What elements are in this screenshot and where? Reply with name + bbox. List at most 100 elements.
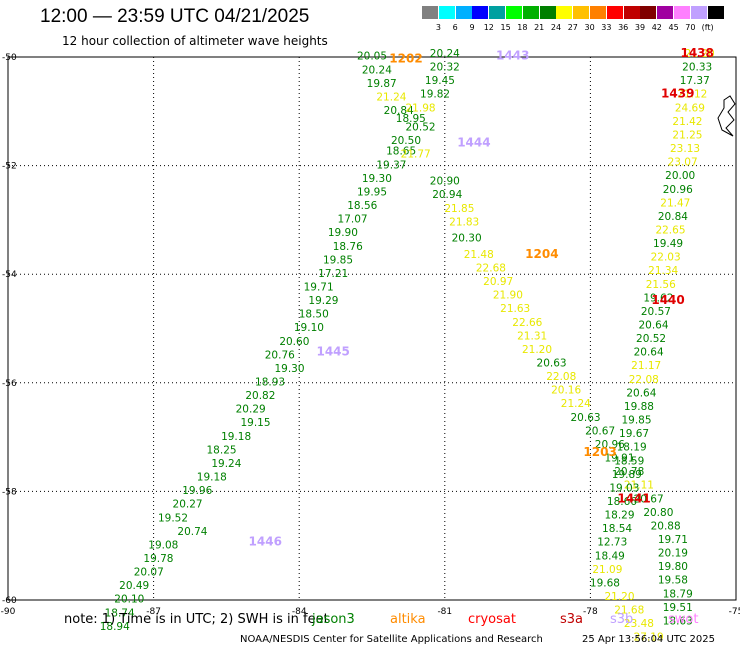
swh-value-label: 20.27 <box>173 499 203 511</box>
swh-value-label: 19.95 <box>357 186 387 198</box>
swh-value-label: 19.90 <box>328 227 358 239</box>
swh-value-label: 21.12 <box>677 89 707 101</box>
colorbar-swatch <box>506 6 522 19</box>
y-tick-label: -50 <box>2 53 17 63</box>
swh-value-label: 19.30 <box>274 363 304 375</box>
x-tick-label: -75 <box>729 607 740 617</box>
swh-value-label: 22.65 <box>655 224 685 236</box>
colorbar-label: 45 <box>668 23 679 32</box>
pass-time-label: 1202 <box>389 51 422 65</box>
colorbar-label: 24 <box>550 23 562 32</box>
swh-value-label: 20.97 <box>483 276 513 288</box>
swh-value-label: 20.64 <box>626 387 656 399</box>
swh-value-label: 18.25 <box>207 444 237 456</box>
plot-frame <box>7 56 737 601</box>
swh-value-label: 21.11 <box>624 480 654 492</box>
swh-value-label: 21.77 <box>401 148 431 160</box>
x-tick-label: -84 <box>292 607 307 617</box>
swh-value-label: 20.24 <box>430 48 460 60</box>
x-tick-label: -78 <box>583 607 598 617</box>
legend-s3b: s3b <box>610 612 634 627</box>
coastline-icon <box>717 95 736 137</box>
swh-value-label: 21.83 <box>449 216 479 228</box>
swh-value-label: 20.76 <box>265 349 295 361</box>
swh-value-label: 21.09 <box>592 564 622 576</box>
pass-time-label: 1446 <box>249 535 282 549</box>
swh-value-label: 20.49 <box>119 580 149 592</box>
colorbar-swatch <box>690 6 707 19</box>
colorbar-swatch <box>455 6 472 19</box>
swh-value-label: 20.32 <box>430 62 460 74</box>
pass-time-label: 1204 <box>525 247 558 261</box>
swh-value-label: 12.73 <box>597 537 627 549</box>
swh-value-label: 20.07 <box>134 567 164 579</box>
swh-value-label: 20.16 <box>551 385 581 397</box>
swh-value-label: 21.56 <box>646 279 676 291</box>
swh-value-label: 20.33 <box>682 62 712 74</box>
swh-value-label: 21.20 <box>522 344 552 356</box>
swh-value-label: 19.30 <box>362 173 392 185</box>
legend-s3a: s3a <box>560 612 584 627</box>
swh-value-label: 20.78 <box>614 466 644 478</box>
swh-value-label: 20.63 <box>537 358 567 370</box>
colorbar-swatch <box>707 6 724 19</box>
swh-value-label: 19.37 <box>376 159 406 171</box>
colorbar-swatch <box>489 6 506 19</box>
swh-value-label: 17.37 <box>680 75 710 87</box>
swh-value-label: 21.98 <box>406 102 436 114</box>
swh-value-label: 18.66 <box>607 496 637 508</box>
swh-value-label: 19.24 <box>211 458 241 470</box>
y-tick-label: -58 <box>2 487 17 497</box>
x-tick-label: -87 <box>146 607 161 617</box>
swh-value-label: 19.45 <box>425 75 455 87</box>
chart-title: 12:00 — 23:59 UTC 04/21/2025 <box>40 6 310 27</box>
swh-value-label: 20.80 <box>643 507 673 519</box>
colorbar-label: 70 <box>685 23 696 32</box>
y-tick-label: -54 <box>2 270 17 280</box>
pass-time-label: 1441 <box>617 491 650 505</box>
swh-value-label: 20.96 <box>663 184 693 196</box>
swh-value-label: 20.50 <box>391 135 421 147</box>
swh-value-label: 18.93 <box>255 377 285 389</box>
swh-value-label: 18.76 <box>333 241 363 253</box>
swh-value-label: 20.84 <box>384 105 414 117</box>
swh-value-label: 18.54 <box>602 523 632 535</box>
colorbar-swatch <box>438 6 455 19</box>
swh-value-label: 19.85 <box>323 254 353 266</box>
swh-value-label: 21.34 <box>648 265 678 277</box>
swh-value-label: 19.67 <box>619 428 649 440</box>
colorbar-label: 39 <box>634 23 646 32</box>
swh-value-label: 19.87 <box>367 78 397 90</box>
swh-value-label: 19.51 <box>663 602 693 614</box>
swh-value-label: 21.63 <box>500 303 530 315</box>
x-tick-label: -81 <box>437 607 452 617</box>
swh-value-label: 19.10 <box>294 322 324 334</box>
colorbar-label: 15 <box>500 23 511 32</box>
colorbar-label: 33 <box>601 23 612 32</box>
y-tick-label: -52 <box>2 162 17 172</box>
swh-value-label: 18.29 <box>604 510 634 522</box>
swh-value-label: 19.82 <box>420 89 450 101</box>
colorbar-swatch <box>640 6 657 19</box>
colorbar-label: 6 <box>452 23 458 32</box>
colorbar-swatch <box>556 6 573 19</box>
legend-jason3: jason3 <box>312 612 355 627</box>
swh-value-label: 19.96 <box>182 485 212 497</box>
swh-value-label: 19.52 <box>158 512 188 524</box>
swh-value-label: 20.94 <box>432 189 462 201</box>
pass-time-label: 1438 <box>680 46 713 60</box>
swh-value-label: 20.67 <box>634 493 664 505</box>
footer-note: note: 1) Time is in UTC; 2) SWH is in fe… <box>64 612 329 627</box>
swh-value-label: 19.62 <box>643 292 673 304</box>
swh-value-label: 20.29 <box>236 404 266 416</box>
swh-value-label: 20.67 <box>585 425 615 437</box>
colorbar-swatch <box>422 6 438 19</box>
colorbar-unit: (ft) <box>701 23 714 32</box>
swh-value-label: 19.18 <box>221 431 251 443</box>
swh-value-label: 18.95 <box>396 113 426 125</box>
swh-value-label: 19.71 <box>304 281 334 293</box>
swh-value-label: 18.19 <box>617 442 647 454</box>
swh-value-label: 20.19 <box>658 548 688 560</box>
swh-value-label: 27.19 <box>634 632 664 644</box>
colorbar-swatch <box>606 6 623 19</box>
